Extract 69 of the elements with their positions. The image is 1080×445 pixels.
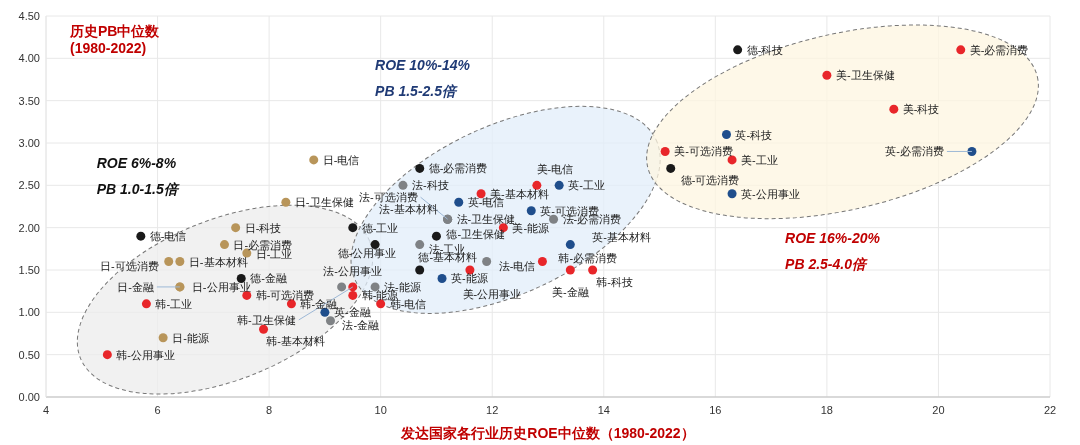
annotation: 美-电信 (536, 163, 574, 176)
annotation: 德-必需消费 (428, 162, 488, 175)
annotation: 德-金融 (250, 272, 287, 285)
annotation: 日-可选消费 (100, 259, 159, 272)
annotation: 日-能源 (172, 331, 209, 344)
x-tick-label: 14 (597, 404, 610, 416)
x-tick-label: 6 (154, 404, 161, 416)
annotation: 法-公用事业 (323, 264, 382, 277)
annotation: 日-金融 (117, 280, 154, 293)
x-tick-label: 8 (266, 404, 273, 416)
annotation: 美-金融 (551, 286, 589, 298)
y-axis-title: 历史PB中位数 (1980-2022) (69, 23, 161, 56)
annotation: 美-可选消费 (674, 145, 733, 158)
x-tick-label: 10 (374, 404, 387, 416)
annotation: 韩-基本材料 (266, 335, 325, 348)
y-tick-label: 0.00 (18, 391, 40, 403)
x-tick-label: 16 (709, 404, 722, 416)
annotation: 日-基本材料 (188, 255, 248, 268)
annotation: 英-公用事业 (741, 187, 800, 200)
annotation: 韩-科技 (596, 276, 633, 288)
x-tick-label: 20 (932, 404, 945, 416)
annotation: 美-卫生保健 (835, 69, 895, 82)
annotation: 韩-卫生保健 (237, 313, 296, 326)
annotation: 韩-公用事业 (116, 348, 176, 361)
y-tick-label: 1.50 (18, 264, 40, 276)
annotation: ROE 16%-20% PB 2.5-4.0倍 (785, 229, 881, 272)
annotation: 法-电信 (498, 259, 536, 272)
annotation: 德-可选消费 (680, 174, 740, 187)
annotation: 英-基本材料 (592, 230, 651, 243)
annotation: ROE 10%-14% PB 1.5-2.5倍 (375, 57, 471, 100)
annotation: 日-电信 (322, 153, 360, 166)
annotation: 美-科技 (902, 103, 940, 116)
y-tick-label: 2.50 (18, 179, 40, 192)
annotation: ROE 6%-8% PB 1.0-1.5倍 (96, 155, 180, 198)
annotation: 韩-必需消费 (558, 251, 618, 264)
annotation: 美-公用事业 (462, 288, 522, 300)
annotation: 韩-工业 (155, 297, 193, 310)
annotation: 英-能源 (451, 272, 488, 285)
annotation: 法-基本材料 (378, 203, 438, 216)
annotation: 英-科技 (735, 128, 773, 141)
annotation: 法-科技 (411, 179, 449, 192)
x-tick-label: 18 (820, 404, 834, 416)
annotation: 日-卫生保健 (294, 196, 354, 209)
x-tick-label: 4 (42, 404, 50, 416)
annotation: 德-卫生保健 (446, 228, 506, 241)
x-axis-title: 发达国家各行业历史ROE中位数（1980-2022） (400, 425, 695, 441)
annotation: 美-必需消费 (969, 43, 1029, 56)
annotation: 英-工业 (568, 179, 605, 192)
y-tick-label: 4.50 (18, 10, 40, 22)
annotation: 日-科技 (244, 221, 282, 234)
y-tick-label: 3.00 (18, 137, 40, 149)
y-tick-label: 3.50 (18, 94, 40, 107)
annotation: 法-可选消费 (358, 191, 418, 204)
annotation: 法-金融 (342, 318, 380, 331)
x-tick-label: 12 (486, 404, 499, 416)
y-tick-label: 0.50 (18, 348, 40, 361)
annotation: 德-科技 (746, 43, 784, 56)
annotation: 日-公用事业 (191, 280, 251, 293)
annotation: 德-公用事业 (337, 246, 397, 259)
y-tick-label: 4.00 (18, 52, 40, 65)
annotation: 美-能源 (512, 221, 550, 234)
y-tick-label: 1.00 (18, 306, 40, 319)
y-tick-label: 2.00 (18, 221, 40, 234)
annotation: 德-电信 (149, 230, 187, 243)
annotation: 日-必需消费 (233, 238, 293, 251)
annotation: 德-工业 (361, 221, 399, 234)
annotation: 英-必需消费 (885, 145, 944, 158)
x-tick-label: 22 (1043, 404, 1057, 416)
annotation: 美-工业 (741, 153, 778, 166)
